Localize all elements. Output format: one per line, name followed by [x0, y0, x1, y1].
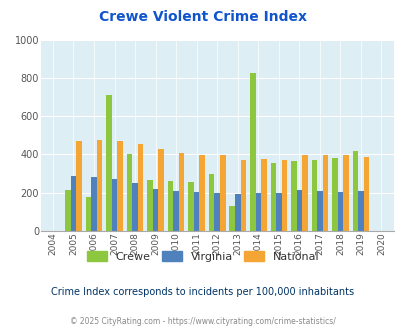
Text: © 2025 CityRating.com - https://www.cityrating.com/crime-statistics/: © 2025 CityRating.com - https://www.city…	[70, 317, 335, 326]
Bar	[296, 190, 301, 231]
Bar	[152, 188, 158, 231]
Bar	[322, 155, 327, 231]
Bar	[117, 142, 123, 231]
Bar	[290, 161, 296, 231]
Bar	[240, 160, 245, 231]
Bar	[352, 150, 357, 231]
Bar	[275, 193, 281, 231]
Bar	[249, 73, 255, 231]
Bar	[70, 176, 76, 231]
Bar	[357, 191, 363, 231]
Bar	[111, 179, 117, 231]
Bar	[209, 174, 214, 231]
Bar	[234, 194, 240, 231]
Bar	[260, 159, 266, 231]
Bar	[337, 192, 342, 231]
Bar	[91, 177, 96, 231]
Bar	[126, 154, 132, 231]
Bar	[301, 155, 307, 231]
Bar	[76, 141, 81, 231]
Bar	[188, 182, 194, 231]
Text: Crewe Violent Crime Index: Crewe Violent Crime Index	[99, 10, 306, 24]
Bar	[147, 180, 152, 231]
Bar	[179, 153, 184, 231]
Text: Crime Index corresponds to incidents per 100,000 inhabitants: Crime Index corresponds to incidents per…	[51, 287, 354, 297]
Bar	[311, 160, 316, 231]
Bar	[138, 144, 143, 231]
Bar	[96, 140, 102, 231]
Bar	[158, 149, 164, 231]
Bar	[316, 191, 322, 231]
Bar	[85, 197, 91, 231]
Bar	[342, 155, 348, 231]
Bar	[173, 191, 179, 231]
Bar	[167, 181, 173, 231]
Bar	[331, 158, 337, 231]
Bar	[214, 193, 220, 231]
Bar	[199, 155, 205, 231]
Legend: Crewe, Virginia, National: Crewe, Virginia, National	[82, 247, 323, 266]
Bar	[270, 163, 275, 231]
Bar	[229, 206, 234, 231]
Bar	[363, 157, 369, 231]
Bar	[194, 192, 199, 231]
Bar	[106, 95, 111, 231]
Bar	[281, 160, 286, 231]
Bar	[255, 193, 260, 231]
Bar	[65, 190, 70, 231]
Bar	[220, 155, 225, 231]
Bar	[132, 183, 138, 231]
